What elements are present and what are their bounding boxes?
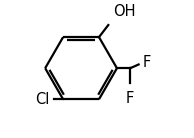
Text: Cl: Cl [35, 92, 49, 107]
Text: OH: OH [114, 4, 136, 18]
Text: F: F [143, 55, 151, 70]
Text: F: F [126, 91, 134, 106]
